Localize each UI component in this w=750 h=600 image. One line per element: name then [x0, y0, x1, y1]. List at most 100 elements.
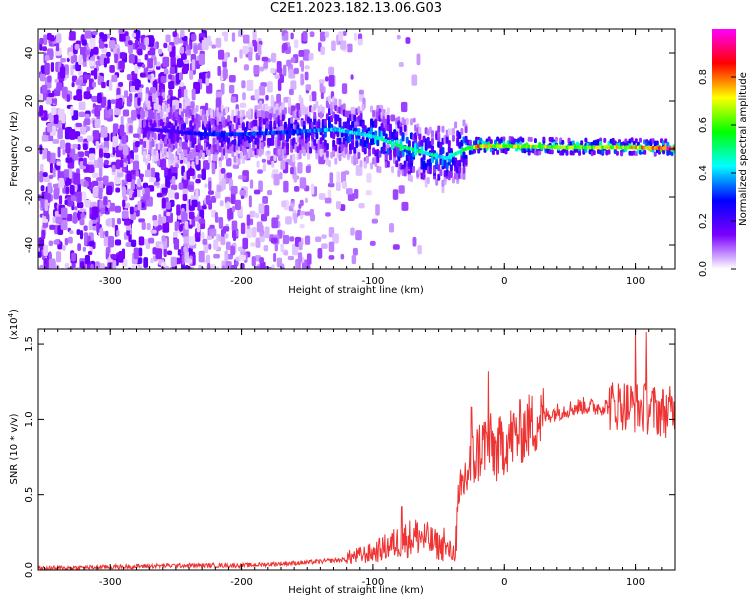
spectrogram-cell	[273, 154, 277, 162]
spectrogram-cell	[441, 125, 445, 133]
spectrogram-cell	[290, 166, 294, 175]
spectrogram-cell	[580, 140, 584, 146]
spectrogram-cell	[126, 173, 132, 182]
spectrogram-cell	[264, 103, 268, 111]
spectrogram-cell	[293, 174, 298, 183]
spectrogram-cell	[56, 34, 62, 44]
spectrogram-cell	[219, 200, 224, 207]
spectrogram-cell	[334, 98, 338, 106]
spectrogram-cell	[161, 187, 168, 194]
spectrogram-cell	[255, 237, 261, 248]
spectrogram-cell	[119, 31, 126, 42]
spectrogram-cell	[320, 92, 324, 100]
spectrogram-cell	[293, 212, 298, 224]
spectrogram-cell	[210, 108, 214, 116]
spectrogram-cell	[226, 201, 230, 209]
spectrogram-cell	[177, 88, 182, 99]
spectrogram-cell	[52, 183, 60, 189]
spectrogram-cell	[454, 121, 458, 129]
spectrogram-cell	[311, 183, 315, 195]
spectrogram-cell	[346, 188, 353, 195]
spectrogram-cell	[323, 118, 327, 126]
spectrogram-cell	[178, 72, 183, 81]
spectrogram-cell	[66, 94, 71, 102]
spectrogram-cell	[259, 66, 265, 72]
spectrogram-cell	[341, 181, 347, 189]
spectrogram-cell	[74, 43, 80, 50]
spectrogram-cell	[273, 253, 277, 263]
spectrogram-cell	[328, 66, 335, 76]
spectrogram-cell	[96, 55, 100, 60]
spectrogram-cell	[67, 236, 73, 244]
spectrogram-cell	[118, 145, 123, 151]
y-tick-label: 1.0	[24, 411, 35, 427]
spectrogram-cell	[395, 160, 399, 168]
spectrogram-cell	[114, 53, 118, 64]
spectrogram-cell	[353, 32, 358, 41]
spectrogram-cell	[144, 37, 149, 46]
spectrogram-cell	[84, 254, 91, 265]
spectrogram-cell	[405, 117, 409, 125]
spectrogram-cell	[254, 265, 261, 269]
spectrogram-cell	[271, 160, 275, 168]
spectrogram-cell	[135, 78, 140, 91]
spectrogram-cell	[315, 152, 319, 160]
spectrogram-cell	[332, 233, 339, 244]
spectrogram-cell	[71, 263, 76, 269]
spectrogram-cell	[83, 91, 91, 100]
spectrogram-cell	[138, 42, 145, 50]
spectrogram-cell	[299, 199, 304, 207]
spectrogram-cell	[191, 161, 195, 169]
spectrogram-cell	[80, 212, 85, 219]
spectrogram-cell	[69, 128, 76, 140]
spectrogram-cell	[418, 132, 422, 140]
spectrogram-cell	[554, 136, 558, 142]
spectrogram-cell	[39, 73, 46, 82]
spectrogram-cell	[59, 139, 65, 149]
spectrogram-cell	[217, 65, 221, 76]
spectrogram-cell	[83, 74, 91, 80]
spectrogram-cell	[221, 265, 226, 269]
spectrogram-cell	[210, 195, 217, 203]
spectrogram-cell	[325, 76, 329, 82]
spectrogram-cell	[153, 132, 157, 140]
spectrogram-cell	[128, 40, 133, 46]
spectrogram-cell	[232, 229, 237, 242]
spectrogram-cell	[147, 109, 154, 122]
spectrogram-cell	[40, 185, 45, 192]
spectrogram-cell	[38, 251, 42, 258]
spectrogram-cell	[315, 132, 319, 140]
spectrogram-cell	[137, 114, 141, 120]
spectrogram-cell	[99, 227, 104, 239]
spectrogram-cell	[173, 238, 180, 250]
spectrogram-cell	[489, 139, 493, 145]
spectrogram-cell	[49, 112, 53, 123]
spectrogram-cell	[374, 119, 378, 127]
spectrogram-cell	[666, 141, 670, 147]
spectrogram-cell	[41, 135, 49, 142]
spectrogram-cell	[73, 153, 79, 161]
spectrogram-cell	[133, 188, 138, 198]
spectrogram-cell	[277, 78, 282, 91]
spectrogram-cell	[149, 177, 157, 183]
spectrogram-cell	[137, 48, 143, 56]
spectrogram-cell	[78, 101, 86, 111]
snr-series-line	[38, 329, 675, 570]
spectrogram-cell	[502, 136, 506, 142]
spectrogram-cell	[66, 214, 73, 222]
spectrogram-cell	[275, 109, 279, 117]
spectrogram-cell	[147, 153, 151, 161]
spectrogram-cell	[138, 236, 145, 246]
spectrogram-heatmap	[38, 29, 675, 269]
spectrogram-cell	[97, 92, 102, 104]
spectrogram-cell	[144, 169, 152, 178]
spectrogram-cell	[141, 221, 146, 230]
spectrogram-cell	[162, 56, 170, 68]
spectrogram-cell	[412, 165, 416, 173]
snr-panel: -300 -200 -100 0 100 0.0 0.5 1.0 1.5	[24, 328, 676, 588]
spectrogram-cell	[242, 237, 249, 250]
spectrogram-cell	[153, 110, 157, 118]
spectrogram-cell	[38, 194, 42, 202]
spectrogram-cell	[317, 247, 323, 259]
spectrogram-cell	[172, 105, 176, 113]
